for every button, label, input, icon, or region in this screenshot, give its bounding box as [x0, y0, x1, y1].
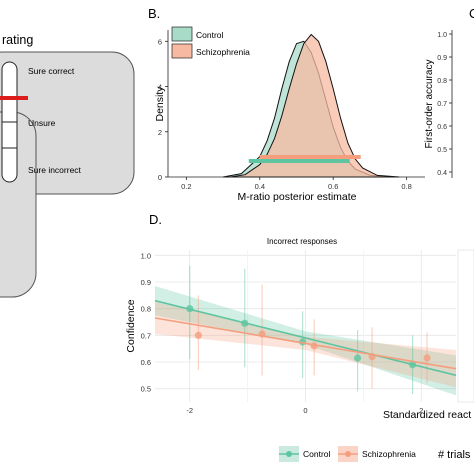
- c-y-tick-label: 0.8: [437, 78, 447, 85]
- b-x-axis-title: M-ratio posterior estimate: [237, 191, 356, 203]
- b-y-tick-label: 0: [158, 173, 162, 182]
- d-y-tick-label: 0.9: [141, 278, 151, 287]
- b-x-tick-label: 0.2: [181, 182, 191, 191]
- b-y-tick-label: 4: [158, 83, 162, 92]
- label-sure-incorrect: Sure incorrect: [28, 165, 82, 175]
- d-panel-title: Incorrect responses: [267, 237, 337, 246]
- bottom-legend: Control Schizophrenia # trials: [279, 446, 471, 462]
- legend-point-control: [286, 451, 292, 457]
- d-x-tick-label: -2: [186, 406, 193, 415]
- panel-c: C 1.0 0.9 0.8 0.7 0.6 0.5 0.4 First-order accu…: [424, 6, 474, 178]
- c-y-tick-label: 0.4: [437, 170, 447, 177]
- b-legend-swatch-control: [171, 26, 193, 42]
- d-y-tick-label: 1.0: [141, 251, 151, 260]
- panel-c-label: C: [469, 6, 474, 21]
- c-y-tick-label: 0.6: [437, 124, 447, 131]
- data-point-schizophrenia: [194, 331, 203, 339]
- label-sure-correct: Sure correct: [28, 66, 75, 76]
- b-y-tick-label: 6: [158, 37, 162, 46]
- data-point-control: [353, 354, 362, 362]
- panel-a-title: rating: [2, 33, 33, 47]
- panel-d: D. Incorrect responses 1.0 0.9 0.8 0.7 0.6 0.…: [125, 212, 474, 421]
- d-x-tick-label: 0: [303, 406, 307, 415]
- d-y-axis-title: Confidence: [125, 299, 137, 352]
- legend-label-schizophrenia: Schizophrenia: [362, 449, 416, 459]
- b-legend-label-schizophrenia: Schizophrenia: [196, 47, 250, 57]
- d-y-tick-label: 0.5: [141, 385, 151, 394]
- legend-point-schizophrenia: [345, 451, 351, 457]
- label-unsure: Unsure: [28, 118, 56, 128]
- confidence-plot: 1.0 0.9 0.8 0.7 0.6 0.5 -2 0 2: [141, 250, 457, 415]
- b-legend: Control Schizophrenia: [171, 26, 250, 59]
- density-plot: [223, 33, 400, 178]
- c-ticks: 1.0 0.9 0.8 0.7 0.6 0.5 0.4: [437, 32, 452, 177]
- legend-trials-label: # trials: [438, 449, 471, 461]
- b-legend-swatch-schizophrenia: [171, 43, 193, 59]
- c-y-tick-label: 0.5: [437, 147, 447, 154]
- b-x-tick-label: 0.4: [255, 182, 265, 191]
- c-y-tick-label: 1.0: [437, 32, 447, 39]
- c-y-tick-label: 0.7: [437, 101, 447, 108]
- regression-line-control: [154, 299, 457, 377]
- legend-label-control: Control: [303, 449, 331, 459]
- panel-d-label: D.: [149, 212, 162, 227]
- panel-b: B. 0.2 0.4 0.6 0.8 0 2 4 6 M-ratio posterior es…: [148, 6, 425, 203]
- d-y-tick-label: 0.6: [141, 358, 151, 367]
- regression-line-schizophrenia: [154, 317, 457, 370]
- panel-b-label: B.: [148, 6, 160, 21]
- data-point-schizophrenia: [423, 354, 431, 362]
- c-y-tick-label: 0.9: [437, 55, 447, 62]
- b-ticks: 0.2 0.4 0.6 0.8 0 2 4 6: [158, 37, 412, 191]
- b-legend-label-control: Control: [196, 30, 224, 40]
- c-y-axis-title: First-order accuracy: [424, 60, 435, 149]
- next-panel-edge: [457, 249, 474, 403]
- d-x-axis-title: Standardized react: [383, 409, 471, 421]
- d-y-tick-label: 0.8: [141, 305, 151, 314]
- b-y-axis-title: Density: [154, 86, 166, 122]
- b-y-tick-label: 2: [158, 128, 162, 137]
- ci-band-schizophrenia: [155, 302, 456, 388]
- panel-a: rating Sure correct Unsure Sure incorrec…: [0, 33, 135, 298]
- b-x-tick-label: 0.8: [401, 182, 411, 191]
- d-x-tick-label: 2: [419, 406, 423, 415]
- d-y-tick-label: 0.7: [141, 331, 151, 340]
- b-x-tick-label: 0.6: [328, 182, 338, 191]
